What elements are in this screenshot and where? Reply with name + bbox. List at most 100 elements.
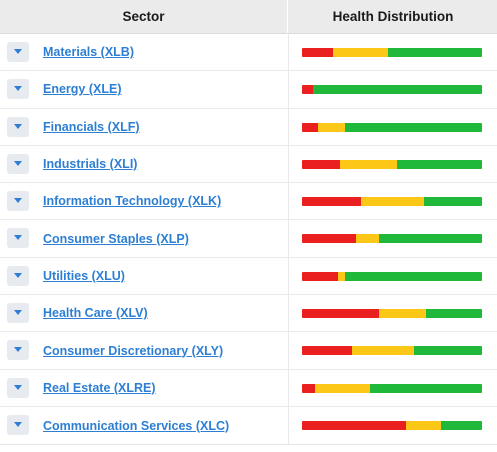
- sector-link[interactable]: Real Estate (XLRE): [43, 380, 156, 395]
- column-divider: [288, 332, 289, 369]
- health-distribution-bar: [302, 420, 482, 430]
- caret-down-icon: [14, 235, 22, 241]
- sector-link[interactable]: Financials (XLF): [43, 119, 140, 134]
- health-segment-red: [302, 197, 362, 207]
- expand-row-button[interactable]: [7, 265, 29, 286]
- health-segment-green: [413, 346, 482, 356]
- health-segment-red: [302, 85, 313, 95]
- table-row: Consumer Discretionary (XLY): [0, 332, 497, 370]
- table-row: Communication Services (XLC): [0, 406, 497, 445]
- health-segment-red: [302, 48, 333, 57]
- caret-down-icon: [14, 272, 22, 278]
- column-divider: [288, 145, 289, 183]
- health-segment-green: [312, 85, 482, 95]
- table-row: Consumer Staples (XLP): [0, 220, 497, 258]
- health-segment-green: [440, 420, 482, 430]
- health-distribution-bar: [302, 271, 482, 281]
- health-segment-green: [388, 48, 482, 57]
- caret-down-icon: [14, 347, 22, 353]
- column-divider: [288, 257, 289, 295]
- health-segment-red: [302, 346, 353, 356]
- health-segment-red: [302, 309, 380, 319]
- caret-down-icon: [14, 310, 22, 316]
- sector-column-header[interactable]: Sector: [0, 0, 288, 33]
- sector-link[interactable]: Information Technology (XLK): [43, 194, 222, 209]
- table-row: Information Technology (XLK): [0, 183, 497, 221]
- health-distribution-bar: [302, 234, 482, 244]
- health-segment-yellow: [338, 271, 346, 281]
- health-segment-yellow: [361, 197, 425, 207]
- expand-row-button[interactable]: [7, 42, 29, 62]
- caret-down-icon: [14, 86, 22, 92]
- sector-link[interactable]: Utilities (XLU): [43, 268, 125, 283]
- health-distribution-bar: [302, 122, 482, 132]
- expand-row-button[interactable]: [7, 377, 29, 398]
- expand-row-button[interactable]: [7, 79, 29, 100]
- caret-down-icon: [14, 49, 22, 54]
- health-distribution-bar: [302, 309, 482, 319]
- health-segment-yellow: [406, 420, 441, 430]
- health-segment-red: [302, 159, 340, 169]
- health-segment-green: [370, 383, 482, 393]
- table-row: Real Estate (XLRE): [0, 369, 497, 407]
- table-row: Financials (XLF): [0, 108, 497, 146]
- column-divider: [288, 71, 289, 108]
- health-segment-red: [302, 420, 407, 430]
- sector-link[interactable]: Health Care (XLV): [43, 306, 148, 321]
- health-segment-green: [426, 309, 482, 319]
- health-distribution-bar: [302, 159, 482, 169]
- health-segment-yellow: [352, 346, 414, 356]
- table-body: Materials (XLB) Energy (XLE) Financials …: [0, 34, 497, 445]
- caret-down-icon: [14, 421, 22, 427]
- health-distribution-bar: [302, 383, 482, 393]
- expand-row-button[interactable]: [7, 303, 29, 324]
- column-divider: [288, 369, 289, 406]
- sector-link[interactable]: Energy (XLE): [43, 82, 122, 97]
- health-segment-yellow: [318, 122, 346, 132]
- column-divider: [288, 34, 289, 71]
- table-header: Sector Health Distribution: [0, 0, 497, 34]
- health-segment-red: [302, 122, 319, 132]
- health-segment-red: [302, 383, 315, 393]
- column-divider: [288, 406, 289, 445]
- sector-link[interactable]: Consumer Staples (XLP): [43, 231, 189, 246]
- health-segment-red: [302, 271, 338, 281]
- expand-row-button[interactable]: [7, 414, 29, 435]
- health-segment-green: [345, 122, 482, 132]
- health-segment-red: [302, 234, 356, 244]
- table-row: Industrials (XLI): [0, 145, 497, 184]
- health-distribution-bar: [302, 85, 482, 95]
- sector-link[interactable]: Consumer Discretionary (XLY): [43, 343, 224, 358]
- sector-link[interactable]: Industrials (XLI): [43, 157, 138, 172]
- table-row: Materials (XLB): [0, 34, 497, 72]
- column-divider: [288, 220, 289, 257]
- expand-row-button[interactable]: [7, 191, 29, 212]
- table-row: Health Care (XLV): [0, 295, 497, 333]
- caret-down-icon: [14, 384, 22, 390]
- health-distribution-bar: [302, 197, 482, 207]
- health-segment-yellow: [379, 309, 427, 319]
- table-row: Utilities (XLU): [0, 257, 497, 296]
- column-divider: [288, 295, 289, 332]
- sector-link[interactable]: Communication Services (XLC): [43, 418, 230, 433]
- health-distribution-column-header[interactable]: Health Distribution: [332, 9, 454, 24]
- health-segment-green: [424, 197, 482, 207]
- health-segment-green: [379, 234, 482, 244]
- column-divider: [288, 108, 289, 145]
- caret-down-icon: [14, 160, 22, 166]
- table-row: Energy (XLE): [0, 71, 497, 109]
- expand-row-button[interactable]: [7, 116, 29, 137]
- health-segment-green: [397, 159, 482, 169]
- health-segment-yellow: [332, 48, 389, 57]
- expand-row-button[interactable]: [7, 340, 29, 361]
- health-segment-yellow: [356, 234, 380, 244]
- health-distribution-bar: [302, 48, 482, 57]
- health-segment-yellow: [314, 383, 371, 393]
- health-distribution-bar: [302, 346, 482, 356]
- expand-row-button[interactable]: [7, 153, 29, 174]
- health-segment-yellow: [339, 159, 398, 169]
- sector-link[interactable]: Materials (XLB): [43, 45, 134, 60]
- caret-down-icon: [14, 198, 22, 204]
- expand-row-button[interactable]: [7, 228, 29, 249]
